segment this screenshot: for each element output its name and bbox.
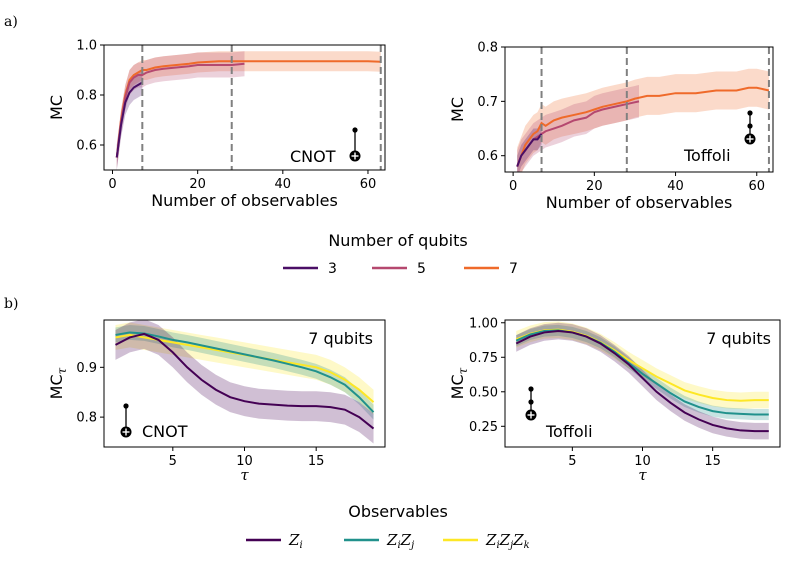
plot-area xyxy=(115,51,381,170)
axes-frame xyxy=(103,44,386,171)
confidence-band-zizjzk xyxy=(115,322,374,415)
panel-b-label: b) xyxy=(4,296,18,312)
series-line-zi xyxy=(115,332,375,430)
chart-toffoli-tau: 5 10 15 0.25 0.50 0.75 1.00 τ MCτ Toffoli 7 qubits xyxy=(448,316,781,484)
series-line-7 xyxy=(115,60,381,158)
series-line-3 xyxy=(115,81,143,158)
x-tick-label: 60 xyxy=(360,177,377,192)
x-tick-label: 40 xyxy=(667,179,684,194)
gate-label: Toffoli xyxy=(545,422,593,441)
y-tick-label: 0.25 xyxy=(469,420,498,435)
qubit-count-annotation: 7 qubits xyxy=(308,329,373,348)
series-line-5 xyxy=(115,62,245,158)
chart-toffoli-observables: 0 20 40 60 0.6 0.7 0.8 Number of observables MC T… xyxy=(448,41,774,212)
y-tick-label: 0.50 xyxy=(469,385,498,400)
confidence-band-3 xyxy=(517,123,542,172)
confidence-band-5 xyxy=(116,51,245,170)
x-axis-label: τ xyxy=(638,466,647,484)
toffoli-gate-icon xyxy=(525,386,537,421)
gate-label: CNOT xyxy=(142,422,188,441)
cnot-gate-icon xyxy=(120,403,132,438)
y-axis-label: MC xyxy=(47,95,66,120)
x-tick-label: 5 xyxy=(568,454,576,469)
y-tick-label: 1.0 xyxy=(76,39,97,54)
y-axis-label: MCτ xyxy=(448,367,470,399)
y-tick-label: 1.00 xyxy=(469,316,498,331)
legend-observables-label-zizjzk: ZiZjZk xyxy=(485,531,530,551)
x-tick-label: 40 xyxy=(275,177,292,192)
x-tick-label: 15 xyxy=(704,454,721,469)
x-tick-label: 60 xyxy=(748,179,765,194)
confidence-band-zizj xyxy=(115,324,374,420)
x-tick-label: 20 xyxy=(586,179,603,194)
legend-observables: Observables Zi ZiZj ZiZjZk xyxy=(246,502,530,551)
confidence-band-zizj xyxy=(516,324,769,421)
panel-a-label: a) xyxy=(4,14,18,30)
legend-qubits-label-7: 7 xyxy=(509,261,518,277)
x-tick-label: 5 xyxy=(169,454,177,469)
confidence-band-3 xyxy=(116,70,143,170)
legend-qubits-label-3: 3 xyxy=(328,261,337,277)
confidence-band-5 xyxy=(517,85,639,172)
axes-frame xyxy=(504,46,774,173)
series-line-3 xyxy=(516,133,543,167)
x-axis-label: τ xyxy=(240,466,249,484)
confidence-band-zi xyxy=(115,320,374,444)
confidence-band-7 xyxy=(517,68,769,172)
legend-qubits-title: Number of qubits xyxy=(328,231,467,250)
legend-qubits: Number of qubits 3 5 7 xyxy=(283,231,518,277)
y-tick-label: 0.75 xyxy=(469,351,498,366)
y-tick-label: 0.8 xyxy=(477,41,498,56)
y-axis-label: MCτ xyxy=(47,367,69,399)
x-axis-label: Number of observables xyxy=(546,193,733,212)
y-axis-label: MC xyxy=(448,97,467,122)
legend-qubits-label-5: 5 xyxy=(417,261,426,277)
legend-observables-title: Observables xyxy=(348,502,448,521)
y-tick-label: 0.9 xyxy=(76,361,97,376)
chart-cnot-observables: 0 20 40 60 0.6 0.8 1.0 Number of observables MC C… xyxy=(47,39,386,210)
x-axis-label: Number of observables xyxy=(151,191,338,210)
y-tick-label: 0.6 xyxy=(477,149,498,164)
x-tick-label: 20 xyxy=(189,177,206,192)
qubit-count-annotation: 7 qubits xyxy=(706,329,771,348)
x-tick-label: 15 xyxy=(308,454,325,469)
confidence-band-zizjzk xyxy=(516,321,769,410)
series-line-zi xyxy=(515,330,769,433)
x-tick-label: 10 xyxy=(634,454,651,469)
legend-observables-label-zi: Zi xyxy=(288,531,303,551)
plot-area xyxy=(516,68,770,172)
gate-label: CNOT xyxy=(290,147,336,166)
plot-area xyxy=(515,321,769,440)
y-tick-label: 0.8 xyxy=(76,89,97,104)
x-tick-label: 0 xyxy=(509,179,517,194)
x-tick-label: 10 xyxy=(236,454,253,469)
y-tick-label: 0.6 xyxy=(76,139,97,154)
series-line-zizj xyxy=(115,331,375,413)
x-tick-label: 0 xyxy=(108,177,116,192)
series-line-7 xyxy=(516,86,770,167)
toffoli-gate-icon xyxy=(744,110,756,145)
y-tick-label: 0.7 xyxy=(477,95,498,110)
chart-cnot-tau: 5 10 15 0.8 0.9 τ MCτ CNOT 7 qubits xyxy=(47,319,386,484)
plot-area xyxy=(115,320,375,444)
legend-observables-label-zizj: ZiZj xyxy=(386,531,414,551)
y-tick-label: 0.8 xyxy=(76,411,97,426)
cnot-gate-icon xyxy=(349,127,361,162)
gate-label: Toffoli xyxy=(683,146,731,165)
confidence-band-zi xyxy=(516,322,769,440)
